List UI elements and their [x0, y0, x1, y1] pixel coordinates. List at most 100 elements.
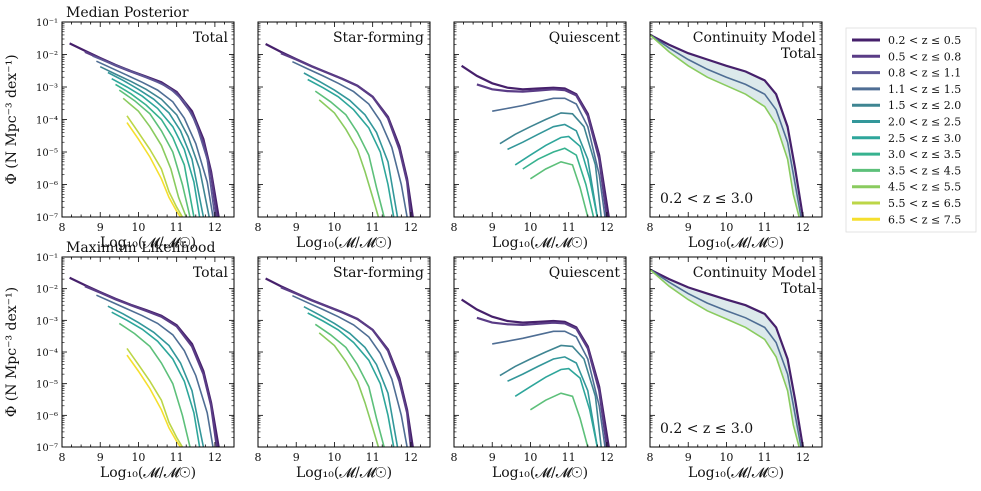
series-line-z11 [126, 122, 182, 217]
legend-label: 6.5 < z ≤ 7.5 [888, 213, 961, 226]
x-tick-label: 8 [255, 451, 262, 464]
panel-1: 8 9 10 11 12 10⁻⁷ 10⁻⁶ 10⁻⁵ 10⁻⁴ 10⁻³ 10⁻² 10⁻¹ Φ (N… [4, 5, 235, 251]
plot-area [460, 64, 610, 217]
legend-label: 0.8 < z ≤ 1.1 [888, 67, 961, 80]
panel-title: Continuity Model [693, 30, 817, 46]
x-tick-label: 11 [366, 221, 380, 234]
series-line-z6 [514, 135, 599, 217]
x-tick-label: 11 [562, 221, 576, 234]
x-tick-label: 8 [59, 451, 66, 464]
y-tick-label: 10⁻⁵ [36, 148, 58, 159]
series-line-z3 [96, 60, 214, 217]
series-line-z1 [476, 316, 608, 447]
plot-area [650, 268, 804, 447]
series-line-z1 [84, 50, 218, 217]
x-tick-label: 12 [404, 221, 418, 234]
x-axis-label: Log₁₀(𝓜/𝓜☉) [296, 235, 392, 251]
x-tick-label: 8 [647, 451, 654, 464]
legend-label: 2.0 < z ≤ 2.5 [888, 116, 961, 129]
legend-label: 3.5 < z ≤ 4.5 [888, 164, 961, 177]
y-tick-label: 10⁻¹ [36, 253, 58, 264]
y-tick-label: 10⁻⁴ [36, 348, 58, 359]
legend-frame [845, 27, 977, 233]
x-tick-label: 12 [404, 451, 418, 464]
series-line-z3 [292, 294, 408, 447]
series-line-z5 [107, 305, 205, 447]
y-tick-label: 10⁻⁷ [36, 443, 58, 454]
y-tick-label: 10⁻⁶ [36, 181, 58, 192]
series-line-z8 [314, 323, 385, 447]
x-tick-label: 9 [97, 451, 104, 464]
series-line-z6 [111, 77, 201, 217]
series-line-z0 [69, 42, 220, 217]
legend-label: 2.5 < z ≤ 3.0 [888, 132, 961, 145]
y-tick-label: 10⁻⁵ [36, 380, 58, 391]
x-tick-label: 12 [796, 221, 810, 234]
x-tick-label: 10 [327, 221, 341, 234]
x-tick-label: 12 [600, 451, 614, 464]
row-title: Median Posterior [66, 5, 189, 21]
x-tick-label: 9 [97, 221, 104, 234]
plot-area [69, 42, 220, 217]
x-axis-label: Log₁₀(𝓜/𝓜☉) [492, 465, 588, 481]
series-line-z8 [118, 89, 191, 217]
y-tick-label: 10⁻² [36, 285, 58, 296]
y-tick-label: 10⁻¹ [36, 18, 58, 29]
panel-title: Quiescent [549, 30, 621, 46]
legend-label: 3.0 < z ≤ 3.5 [888, 148, 961, 161]
panel-title: Star-forming [333, 265, 424, 281]
y-tick-label: 10⁻³ [36, 83, 58, 94]
panel-title: Total [781, 281, 817, 297]
series-line-z9 [318, 332, 380, 447]
x-tick-label: 9 [489, 451, 496, 464]
series-line-z3 [96, 294, 214, 447]
series-line-z1 [476, 83, 608, 217]
series-line-z9 [650, 34, 800, 217]
series-line-z8 [529, 160, 589, 217]
x-tick-label: 10 [719, 451, 733, 464]
legend-label: 0.2 < z ≤ 0.5 [888, 34, 961, 47]
plot-area [265, 277, 414, 447]
series-line-z8 [529, 392, 589, 447]
series-line-z5 [303, 305, 399, 447]
series-line-z0 [650, 33, 804, 217]
panel-5: 8 9 10 11 12 10⁻⁷ 10⁻⁶ 10⁻⁵ 10⁻⁴ 10⁻³ 10⁻² 10⁻¹ Φ (N… [4, 240, 235, 481]
x-tick-label: 11 [366, 451, 380, 464]
plot-area [69, 276, 220, 447]
y-tick-label: 10⁻⁴ [36, 116, 58, 127]
panel-title: Quiescent [549, 265, 621, 281]
legend-label: 1.1 < z ≤ 1.5 [888, 83, 961, 96]
series-line-z7 [115, 83, 195, 217]
series-line-z5 [507, 123, 599, 217]
series-line-z3 [492, 97, 606, 217]
series-line-z1 [280, 286, 412, 447]
legend: 0.2 < z ≤ 0.5 0.5 < z ≤ 0.8 0.8 < z ≤ 1.1 1… [845, 27, 977, 233]
continuity-band [650, 34, 803, 217]
x-axis-label: Log₁₀(𝓜/𝓜☉) [100, 465, 196, 481]
series-line-z2 [92, 55, 216, 217]
x-axis-label: Log₁₀(𝓜/𝓜☉) [296, 465, 392, 481]
row-title: Maximum Likelihood [66, 240, 215, 256]
series-line-z11 [126, 354, 182, 447]
series-line-z0 [461, 298, 610, 447]
series-line-z6 [307, 78, 395, 217]
panel-7: 8 9 10 11 12 Log₁₀(𝓜/𝓜☉) Quiescent [451, 256, 627, 481]
legend-label: 1.5 < z ≤ 2.0 [888, 99, 961, 112]
series-line-z9 [122, 97, 187, 217]
x-tick-label: 11 [562, 451, 576, 464]
x-tick-label: 12 [600, 221, 614, 234]
x-axis-label: Log₁₀(𝓜/𝓜☉) [688, 465, 784, 481]
series-line-z10 [126, 347, 184, 447]
y-axis-label: Φ (N Mpc⁻³ dex⁻¹) [4, 287, 20, 417]
x-tick-label: 12 [208, 221, 222, 234]
series-line-z3 [650, 268, 802, 447]
x-tick-label: 12 [208, 451, 222, 464]
panel-2: 8 9 10 11 12 Log₁₀(𝓜/𝓜☉) Star-forming [255, 21, 431, 251]
series-line-z8 [314, 90, 385, 217]
plot-area [650, 33, 804, 217]
series-line-z3 [492, 330, 606, 447]
x-tick-label: 9 [293, 451, 300, 464]
legend-label: 4.5 < z ≤ 5.5 [888, 181, 961, 194]
panel-frame [257, 256, 431, 448]
